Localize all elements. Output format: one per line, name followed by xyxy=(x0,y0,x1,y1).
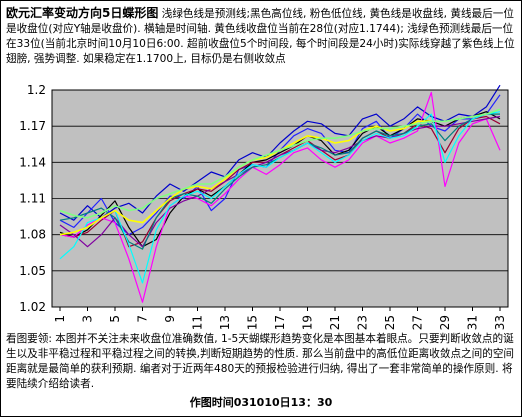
y-tick-label: 1.11 xyxy=(19,192,46,206)
x-tick-label: 33 xyxy=(493,315,507,330)
x-tick-label: 17 xyxy=(273,315,287,330)
x-tick-label: 15 xyxy=(246,315,260,330)
x-tick-label: 31 xyxy=(466,315,480,330)
y-tick-label: 1.02 xyxy=(19,300,46,314)
x-tick-label: 3 xyxy=(81,315,95,323)
y-tick-label: 1.05 xyxy=(19,264,46,278)
footer-time: 作图时间031010日13：30 xyxy=(189,396,333,409)
x-tick-label: 11 xyxy=(191,315,205,330)
x-tick-label: 13 xyxy=(218,315,232,330)
y-tick-label: 1.14 xyxy=(19,155,46,169)
axes xyxy=(51,89,509,311)
x-tick-label: 5 xyxy=(108,315,122,323)
series-line-magenta xyxy=(59,91,501,303)
x-tick-label: 19 xyxy=(301,315,315,330)
header-text-block: 欧元汇率变动方向5日蝶形图 浅绿色线是预测线;黑色高位线, 粉色低位线, 黄色线… xyxy=(6,6,516,67)
y-tick-label: 1.17 xyxy=(19,119,46,133)
x-tick-label: 29 xyxy=(438,315,452,330)
header-description: 浅绿色线是预测线;黑色高位线, 粉色低位线, 黄色线是收盘线, 黄线最后一位是收… xyxy=(6,8,515,65)
x-tick-label: 23 xyxy=(356,315,370,330)
x-tick-label: 7 xyxy=(136,315,150,323)
x-tick-label: 27 xyxy=(411,315,425,330)
x-tick-labels: 1 3 5 7 9 11 13 15 17 19 21 23 25 27 29 31 33 xyxy=(53,315,507,330)
y-tick-label: 1.08 xyxy=(19,228,46,242)
series-line-purple xyxy=(59,115,501,248)
series-line-light-green xyxy=(59,108,501,219)
series-lines xyxy=(59,84,501,303)
series-line-navy xyxy=(59,84,501,221)
chart-title: 欧元汇率变动方向5日蝶形图 xyxy=(6,6,159,20)
y-tick-labels: 1.02 1.05 1.08 1.11 1.14 1.17 1.2 xyxy=(19,83,46,314)
x-tick-label: 9 xyxy=(163,315,177,323)
footer-text: 看图要领: 本图并不关注未来收盘位准确数值, 1-5天蝴蝶形趋势变化是本图基本着… xyxy=(6,333,515,390)
x-tick-label: 25 xyxy=(383,315,397,330)
x-tick-label: 21 xyxy=(328,315,342,330)
series-line-cyan xyxy=(59,111,501,284)
y-tick-label: 1.2 xyxy=(27,83,46,97)
x-tick-label: 1 xyxy=(53,315,67,323)
